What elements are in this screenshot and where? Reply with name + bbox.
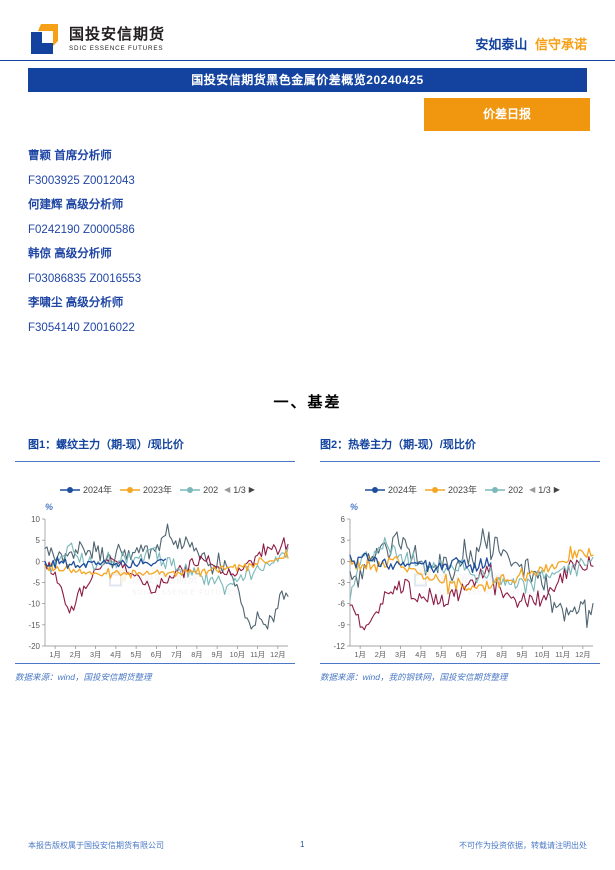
svg-text:5月: 5月: [130, 650, 141, 659]
svg-text:10月: 10月: [230, 650, 245, 659]
svg-text:5: 5: [36, 536, 41, 545]
svg-text:-6: -6: [338, 600, 346, 609]
svg-text:11月: 11月: [555, 650, 570, 659]
svg-text:3月: 3月: [90, 650, 101, 659]
svg-text:0: 0: [341, 557, 346, 566]
svg-text:12月: 12月: [575, 650, 590, 659]
svg-text:4月: 4月: [110, 650, 121, 659]
svg-text:-10: -10: [28, 600, 40, 609]
svg-text:0: 0: [36, 557, 41, 566]
svg-text:8月: 8月: [496, 650, 507, 659]
svg-text:6月: 6月: [456, 650, 467, 659]
svg-text:SDIC ESSENCE FUTURES: SDIC ESSENCE FUTURES: [132, 590, 239, 597]
svg-text:6: 6: [341, 515, 346, 524]
svg-text:1月: 1月: [354, 650, 365, 659]
svg-text:3月: 3月: [395, 650, 406, 659]
svg-text:-15: -15: [28, 621, 40, 630]
svg-text:-3: -3: [338, 579, 346, 588]
svg-text:3: 3: [341, 536, 346, 545]
svg-text:9月: 9月: [211, 650, 222, 659]
svg-text:-9: -9: [338, 621, 346, 630]
svg-text:2月: 2月: [375, 650, 386, 659]
svg-text:8月: 8月: [191, 650, 202, 659]
svg-text:7月: 7月: [476, 650, 487, 659]
svg-text:6月: 6月: [151, 650, 162, 659]
svg-text:-20: -20: [28, 642, 40, 651]
svg-text:10: 10: [31, 515, 40, 524]
svg-text:10月: 10月: [535, 650, 550, 659]
svg-text:-12: -12: [333, 642, 345, 651]
svg-text:9月: 9月: [516, 650, 527, 659]
svg-text:4月: 4月: [415, 650, 426, 659]
svg-text:7月: 7月: [171, 650, 182, 659]
svg-text:11月: 11月: [250, 650, 265, 659]
svg-text:1月: 1月: [49, 650, 60, 659]
svg-text:-5: -5: [33, 579, 41, 588]
svg-text:12月: 12月: [270, 650, 285, 659]
svg-text:5月: 5月: [435, 650, 446, 659]
svg-text:2月: 2月: [70, 650, 81, 659]
